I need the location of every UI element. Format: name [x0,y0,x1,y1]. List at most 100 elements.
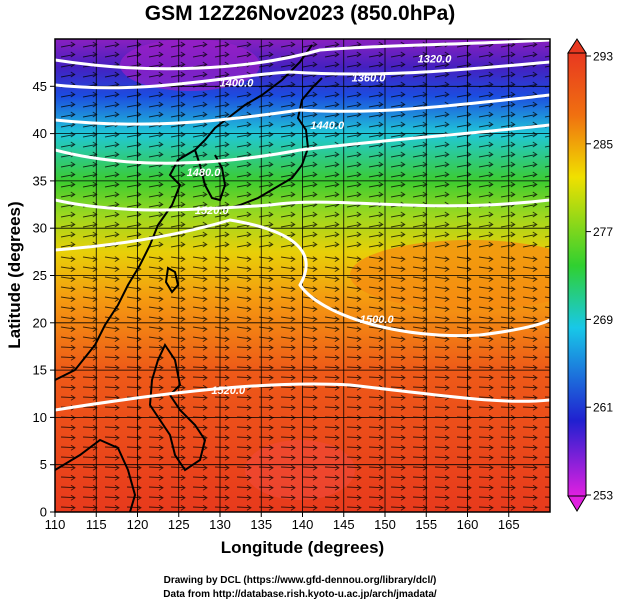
streamline-arrow [236,211,252,218]
streamline-arrow [126,276,142,282]
streamline-arrow [390,454,406,461]
streamline-arrow [214,394,230,401]
streamline-arrow [126,404,142,411]
streamline-arrow [324,276,340,282]
streamline-arrow [456,344,472,351]
warm-spot [245,440,355,500]
streamline-arrow [390,231,406,238]
streamline-arrow [346,354,362,361]
streamline-arrow [82,141,98,148]
streamline-arrow [412,424,428,431]
latitude-tick-label: 0 [40,505,47,520]
streamline-arrow [346,444,362,451]
streamline-arrow [368,51,384,58]
streamline-arrow [412,296,428,302]
streamline-arrow [456,364,472,371]
streamline-arrow [126,51,142,58]
streamline-arrow [368,231,384,238]
y-axis-label: Latitude (degrees) [5,201,24,349]
contour-label: 1520.0 [195,205,230,217]
streamline-arrow [170,241,186,248]
streamline-arrow [412,276,428,282]
streamline-arrow [170,364,186,371]
streamline-arrow [434,286,450,292]
streamline-arrow [60,504,76,511]
streamline-arrow [478,276,494,282]
streamline-arrow [192,266,208,272]
streamline-arrow [214,131,230,138]
streamline-arrow [148,444,164,451]
streamline-arrow [434,211,450,218]
streamline-arrow [148,286,164,292]
streamline-arrow [214,266,230,272]
streamline-arrow [236,424,252,431]
streamline-arrow [478,111,494,118]
streamline-arrow [544,356,550,358]
streamline-arrow [544,215,550,218]
streamline-arrow [478,384,494,391]
streamline-arrow [456,141,472,148]
streamline-arrow [192,504,208,511]
streamline-arrow [236,141,252,148]
streamline-arrow [170,316,186,322]
streamline-arrow [82,171,98,178]
streamline-arrow [280,326,296,332]
streamline-arrow [192,306,208,312]
streamline-arrow [522,464,538,471]
streamline-arrow [104,454,120,461]
streamline-arrow [368,464,384,471]
streamline-arrow [148,374,164,381]
streamline-arrow [324,121,340,128]
streamline-arrow [192,354,208,361]
streamline-arrow [478,434,494,441]
streamline-arrow [214,354,230,361]
streamline-arrow [324,494,340,501]
streamline-arrow [236,404,252,411]
streamline-arrow [434,404,450,411]
streamline-arrow [522,151,538,158]
streamline-arrow [434,424,450,431]
streamline-arrow [192,231,208,238]
streamline-arrow [412,51,428,58]
streamline-arrow [302,434,318,441]
streamline-arrow [324,404,340,411]
streamline-arrow [214,444,230,451]
streamline-arrow [170,266,186,272]
streamline-arrow [60,316,76,322]
streamline-arrow [544,65,550,68]
streamline-arrow [434,384,450,391]
streamline-arrow [148,61,164,68]
streamline-arrow [544,376,550,378]
streamline-arrow [324,91,340,98]
streamline-arrow [148,326,164,332]
colorbar-tick-label: 277 [593,225,613,239]
streamline-arrow [82,454,98,461]
streamline-arrow [280,354,296,361]
streamline-arrow [368,434,384,441]
streamline-arrow [368,191,384,198]
streamline-arrow [302,316,318,322]
streamline-arrow [324,316,340,322]
streamline-arrow [192,494,208,501]
streamline-arrow [236,484,252,491]
streamline-arrow [522,211,538,218]
streamline-arrow [60,484,76,491]
streamline-arrow [478,354,494,361]
streamline-arrow [170,306,186,312]
streamline-arrow [302,161,318,168]
streamline-arrow [214,151,230,158]
streamline-arrow [82,394,98,401]
streamline-arrow [170,296,186,302]
streamline-arrow [500,316,516,322]
streamline-arrow [148,336,164,342]
streamline-arrow [104,191,120,198]
streamline-arrow [214,276,230,282]
streamline-arrow [434,504,450,511]
streamline-arrow [434,494,450,501]
streamline-arrow [456,444,472,451]
streamline-arrow [324,296,340,302]
streamline-arrow [478,51,494,58]
streamline-arrow [500,354,516,361]
streamline-arrow [522,374,538,381]
streamline-arrow [390,374,406,381]
